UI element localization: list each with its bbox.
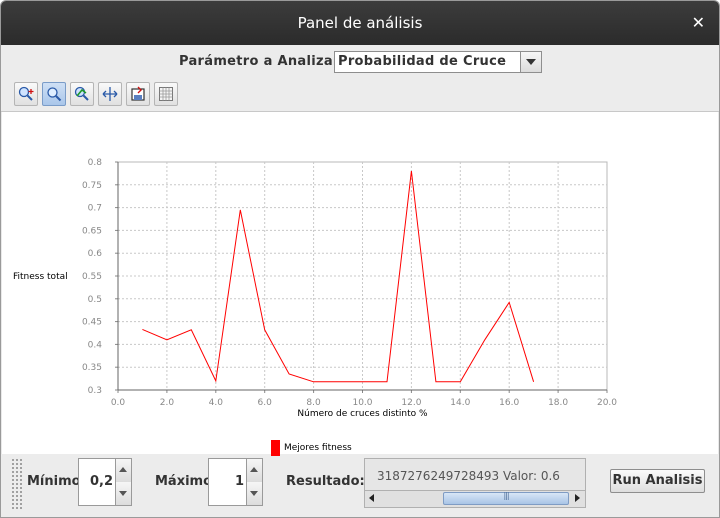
parameter-label: Parámetro a Analizar [179,54,340,69]
data-point [532,381,534,383]
parameter-row: Parámetro a Analizar Probabilidad de Cru… [1,45,719,79]
chevron-down-icon[interactable] [520,52,541,72]
fit-button[interactable] [98,82,122,106]
data-point [264,329,266,331]
data-point [508,301,510,303]
zoom-in-icon [18,86,34,101]
title-bar: Panel de análisis ✕ [1,1,719,45]
data-point [288,373,290,375]
x-axis-label: Número de cruces distinto % [297,409,428,419]
zoom-out-button[interactable] [70,82,94,106]
x-tick-label: 16.0 [499,398,519,408]
y-tick-label: 0.3 [88,386,102,396]
y-tick-label: 0.5 [88,295,102,305]
chart-toolbar [1,79,719,112]
y-tick-label: 0.8 [88,158,103,168]
x-tick-label: 0.0 [111,398,126,408]
x-tick-label: 12.0 [401,398,421,408]
close-icon[interactable]: ✕ [691,13,705,32]
parameter-select[interactable]: Probabilidad de Cruce [334,51,542,73]
x-tick-label: 20.0 [597,398,617,408]
fitness-line-chart: 0.0 2.0 4.0 6.0 8.0 10.0 12.0 14.0 16.0 18.0 20.0 0… [13,158,617,419]
y-tick-label: 0.45 [82,318,102,328]
data-point [312,381,314,383]
data-point [190,329,192,331]
data-point [361,381,363,383]
min-increment-button[interactable] [116,459,131,483]
grid-icon [159,87,173,101]
zoom-in-button[interactable] [14,82,38,106]
save-icon [131,86,145,101]
series-line-1 [142,171,535,383]
data-point [484,339,486,341]
run-analysis-button[interactable]: Run Analisis [610,469,705,493]
x-tick-label: 2.0 [160,398,175,408]
y-axis-label: Fitness total [13,272,68,282]
x-tick-label: 6.0 [258,398,273,408]
min-decrement-button[interactable] [116,482,131,505]
result-field[interactable]: 3187276249728493 Valor: 0.6 [364,458,586,508]
max-label: Máximo [155,474,213,489]
scroll-thumb[interactable] [443,491,569,505]
drag-grip[interactable] [11,458,23,510]
y-tick-label: 0.65 [82,226,102,236]
data-point [386,381,388,383]
min-value[interactable]: 0,2 [89,474,113,489]
scroll-left-icon[interactable] [365,491,380,506]
scroll-right-icon[interactable] [570,491,585,506]
x-tick-label: 8.0 [306,398,321,408]
data-point [337,381,339,383]
x-tick-label: 18.0 [548,398,568,408]
parameter-selected-value: Probabilidad de Cruce [338,54,507,69]
result-label: Resultado: [286,474,365,489]
zoom-button[interactable] [42,82,66,106]
min-spinner[interactable]: 0,2 [78,458,132,506]
data-point [459,381,461,383]
data-point [435,381,437,383]
chart-area: 0.0 2.0 4.0 6.0 8.0 10.0 12.0 14.0 16.0 18.0 20.0 0… [2,112,718,454]
zoom-icon [47,87,62,102]
bottom-controls: Mejores fitness Mínimo 0,2 Máximo 1 Resu… [1,440,719,517]
save-button[interactable] [126,82,150,106]
x-tick-label: 10.0 [352,398,372,408]
zoom-out-icon [74,86,89,101]
y-tick-label: 0.55 [82,272,102,282]
y-tick-label: 0.75 [82,181,102,191]
legend-label: Mejores fitness [284,443,352,453]
y-tick-label: 0.4 [88,340,103,350]
grid-button[interactable] [154,82,178,106]
min-label: Mínimo [27,474,81,489]
data-point [239,209,241,211]
fit-icon [102,87,118,101]
data-point [215,380,217,382]
data-point [166,339,168,341]
result-scrollbar[interactable] [365,490,585,507]
legend-swatch [271,440,280,456]
data-point [141,328,143,330]
y-tick-label: 0.7 [88,204,102,214]
y-tick-label: 0.35 [82,363,102,373]
x-tick-label: 4.0 [209,398,224,408]
max-decrement-button[interactable] [247,482,262,505]
max-value[interactable]: 1 [234,474,244,489]
x-tick-label: 14.0 [450,398,470,408]
y-tick-label: 0.6 [88,249,103,259]
window-title: Panel de análisis [297,14,423,32]
max-increment-button[interactable] [247,459,262,483]
max-spinner[interactable]: 1 [208,458,263,506]
data-point [410,170,412,172]
result-value: 3187276249728493 Valor: 0.6 [377,469,560,483]
